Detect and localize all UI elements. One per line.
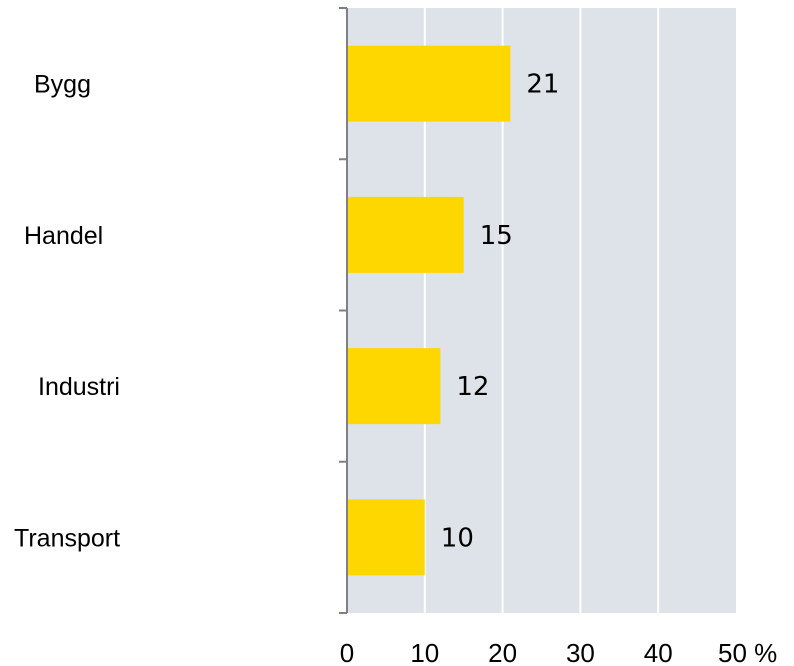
data-label-industri: 12 (456, 372, 489, 402)
x-tick-label-20: 20 (488, 638, 517, 666)
category-label-bygg: Bygg (34, 71, 91, 99)
category-label-transport: Transport (14, 524, 120, 552)
x-tick-label-30: 30 (566, 638, 595, 666)
category-label-handel: Handel (24, 222, 103, 250)
x-axis-tick-labels: 0 10 20 30 40 50 % (340, 638, 778, 666)
bar-industri (347, 348, 441, 425)
bar-transport (347, 499, 425, 576)
bar-bygg (347, 45, 511, 122)
bar-handel (347, 196, 464, 273)
plot-area: 21 15 12 10 (339, 7, 736, 614)
category-label-industri: Industri (38, 373, 120, 401)
data-label-bygg: 21 (526, 70, 559, 100)
x-tick-label-0: 0 (340, 638, 354, 666)
x-tick-label-40: 40 (644, 638, 673, 666)
x-tick-label-10: 10 (410, 638, 439, 666)
x-tick-label-50: 50 % (718, 638, 777, 666)
data-label-handel: 15 (480, 221, 513, 251)
data-label-transport: 10 (441, 523, 474, 553)
category-labels: Bygg Handel Industri Transport (14, 71, 120, 553)
